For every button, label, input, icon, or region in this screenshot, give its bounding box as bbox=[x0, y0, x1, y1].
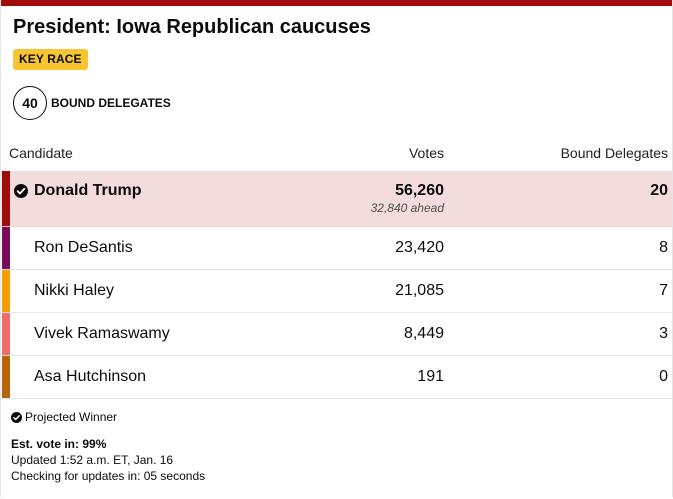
candidate-row-hutchinson: Asa Hutchinson 191 0 bbox=[1, 356, 672, 399]
candidate-votes: 23,420 bbox=[395, 239, 444, 256]
candidate-name: Vivek Ramaswamy bbox=[34, 325, 170, 342]
candidate-name: Nikki Haley bbox=[34, 282, 115, 299]
header-votes: Votes bbox=[408, 145, 444, 161]
candidate-votes: 21,085 bbox=[395, 282, 444, 299]
candidate-color-bar bbox=[2, 227, 10, 269]
results-footer: Projected Winner Est. vote in: 99% Updat… bbox=[11, 410, 205, 483]
candidate-name: Asa Hutchinson bbox=[34, 368, 147, 385]
delegates-label: BOUND DELEGATES bbox=[51, 96, 171, 110]
key-race-badge: KEY RACE bbox=[13, 49, 88, 70]
candidate-name: Donald Trump bbox=[34, 182, 142, 199]
top-accent-bar bbox=[1, 0, 672, 6]
candidate-color-bar bbox=[2, 313, 10, 355]
candidate-color-bar bbox=[2, 356, 10, 398]
results-header: Candidate Votes Bound Delegates bbox=[1, 138, 672, 168]
candidate-votes: 8,449 bbox=[403, 325, 444, 342]
candidate-lead-margin: 32,840 ahead bbox=[370, 201, 444, 215]
projected-winner-legend: Projected Winner bbox=[11, 410, 205, 424]
candidate-row-haley: Nikki Haley 21,085 7 bbox=[1, 270, 672, 313]
candidate-row-trump: Donald Trump 56,260 32,840 ahead 20 bbox=[1, 171, 672, 227]
candidate-delegates: 7 bbox=[659, 282, 668, 299]
candidate-delegates: 3 bbox=[659, 325, 668, 342]
candidate-delegates: 8 bbox=[659, 239, 668, 256]
projected-winner-label: Projected Winner bbox=[25, 410, 118, 424]
candidate-color-bar bbox=[2, 270, 10, 312]
candidate-name: Ron DeSantis bbox=[34, 239, 133, 256]
update-countdown: Checking for updates in: 05 seconds bbox=[11, 469, 206, 483]
bound-delegates-summary: 40 BOUND DELEGATES bbox=[13, 86, 171, 120]
candidate-color-bar bbox=[2, 171, 10, 226]
candidate-row-desantis: Ron DeSantis 23,420 8 bbox=[1, 227, 672, 270]
race-title: President: Iowa Republican caucuses bbox=[13, 16, 371, 38]
header-bound-delegates: Bound Delegates bbox=[560, 145, 668, 161]
candidate-delegates: 0 bbox=[659, 368, 668, 385]
results-table: Donald Trump 56,260 32,840 ahead 20 Ron … bbox=[1, 171, 672, 399]
candidate-votes: 56,260 bbox=[395, 182, 444, 199]
header-candidate: Candidate bbox=[9, 145, 73, 161]
candidate-votes: 191 bbox=[417, 368, 444, 385]
winner-check-icon bbox=[14, 184, 28, 198]
estimated-vote-in: Est. vote in: 99% bbox=[11, 437, 107, 451]
delegates-count-circle: 40 bbox=[13, 86, 47, 120]
winner-check-icon bbox=[11, 411, 22, 423]
candidate-delegates: 20 bbox=[650, 182, 668, 199]
updated-timestamp: Updated 1:52 a.m. ET, Jan. 16 bbox=[11, 453, 174, 467]
candidate-row-ramaswamy: Vivek Ramaswamy 8,449 3 bbox=[1, 313, 672, 356]
